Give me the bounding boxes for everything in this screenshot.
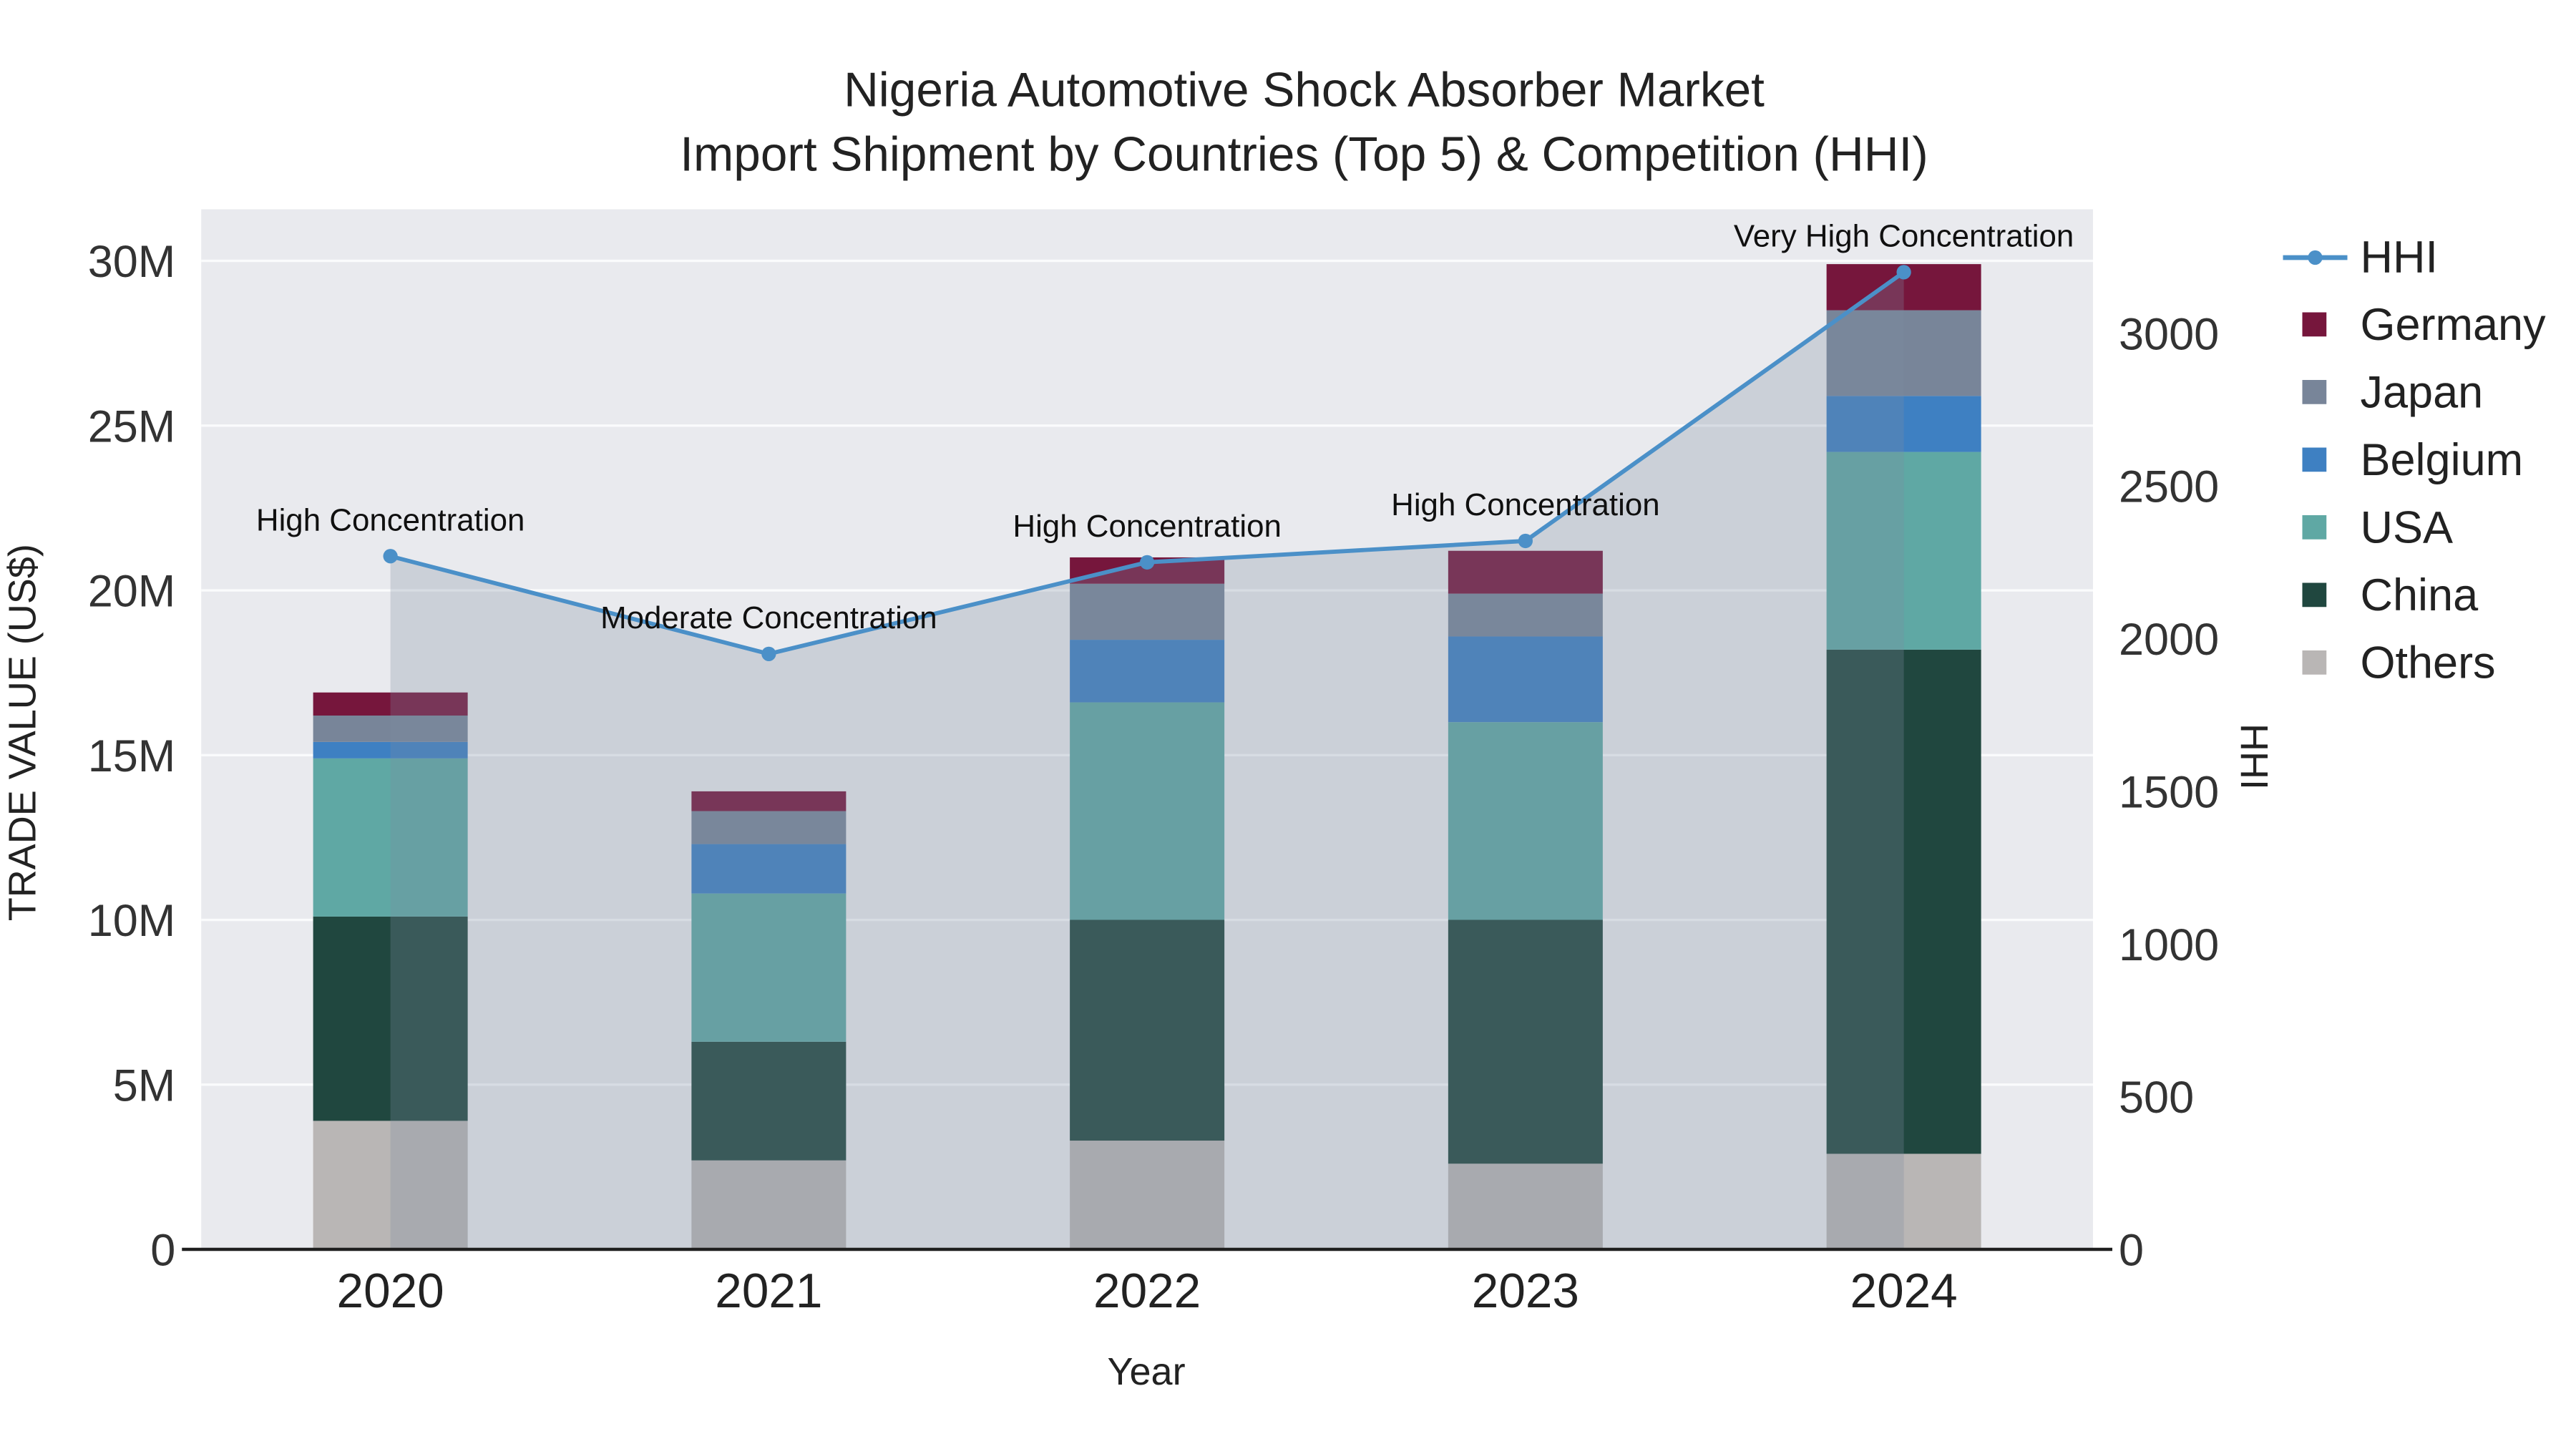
legend-item-belgium[interactable]: Belgium <box>2302 435 2524 485</box>
left-tick-20M: 20M <box>88 567 176 617</box>
annotation-2020: High Concentration <box>256 502 525 537</box>
bar-segment-belgium-2024[interactable] <box>1826 396 1981 452</box>
x-tick-2022: 2022 <box>1093 1264 1201 1318</box>
chart-title-line1: Nigeria Automotive Shock Absorber Market <box>844 64 1765 117</box>
bar-segment-usa-2020[interactable] <box>313 758 468 917</box>
legend-item-others[interactable]: Others <box>2302 638 2496 688</box>
others-swatch <box>2302 650 2327 675</box>
bar-segment-japan-2022[interactable] <box>1070 583 1225 640</box>
right-tick-1500: 1500 <box>2119 767 2219 817</box>
germany-swatch <box>2302 312 2327 337</box>
bar-segment-japan-2023[interactable] <box>1448 593 1603 637</box>
x-tick-2021: 2021 <box>715 1264 822 1318</box>
hhi-area-fill <box>390 272 1904 1249</box>
x-tick-2024: 2024 <box>1850 1264 1958 1318</box>
belgium-swatch <box>2302 447 2327 472</box>
legend-label-usa: USA <box>2361 502 2454 552</box>
bar-segment-belgium-2023[interactable] <box>1448 636 1603 723</box>
hhi-marker-2023[interactable] <box>1518 533 1533 549</box>
annotation-2021: Moderate Concentration <box>600 600 937 635</box>
bar-segment-japan-2020[interactable] <box>313 715 468 742</box>
bar-segment-china-2024[interactable] <box>1826 649 1981 1154</box>
legend-item-china[interactable]: China <box>2302 570 2479 620</box>
legend-item-germany[interactable]: Germany <box>2302 300 2547 350</box>
annotation-2023: High Concentration <box>1391 487 1659 522</box>
x-axis-title: Year <box>1107 1350 1185 1393</box>
y-axis-title-left: TRADE VALUE (US$) <box>1 544 44 921</box>
left-tick-30M: 30M <box>88 237 176 287</box>
bar-segment-china-2022[interactable] <box>1070 919 1225 1141</box>
legend-label-germany: Germany <box>2361 300 2547 350</box>
bar-segment-japan-2021[interactable] <box>691 811 847 844</box>
bar-segment-belgium-2022[interactable] <box>1070 640 1225 703</box>
bar-segment-germany-2021[interactable] <box>691 791 847 811</box>
legend-item-hhi[interactable]: HHI <box>2283 232 2439 282</box>
bar-segment-china-2020[interactable] <box>313 916 468 1121</box>
legend-item-japan[interactable]: Japan <box>2302 367 2484 417</box>
left-tick-10M: 10M <box>88 896 176 946</box>
x-tick-2020: 2020 <box>337 1264 444 1318</box>
japan-swatch <box>2302 380 2327 404</box>
hhi-marker-glyph <box>2308 250 2323 265</box>
legend: HHI Germany Japan Belgium USA China <box>2283 232 2547 688</box>
bar-segment-china-2023[interactable] <box>1448 919 1603 1164</box>
bar-segment-usa-2024[interactable] <box>1826 452 1981 650</box>
china-swatch <box>2302 582 2327 608</box>
bar-segment-belgium-2021[interactable] <box>691 844 847 894</box>
left-tick-0: 0 <box>150 1226 175 1276</box>
bar-segment-usa-2022[interactable] <box>1070 702 1225 920</box>
plot-area: High Concentration Moderate Concentration… <box>88 209 2219 1318</box>
right-tick-2000: 2000 <box>2119 615 2219 665</box>
bar-segment-others-2023[interactable] <box>1448 1163 1603 1249</box>
usa-swatch <box>2302 515 2327 540</box>
bar-segment-germany-2023[interactable] <box>1448 550 1603 594</box>
x-tick-2023: 2023 <box>1472 1264 1579 1318</box>
annotation-2022: High Concentration <box>1013 509 1281 544</box>
hhi-marker-2021[interactable] <box>761 646 776 661</box>
legend-item-usa[interactable]: USA <box>2302 502 2454 552</box>
right-tick-1000: 1000 <box>2119 920 2219 970</box>
bar-segment-others-2022[interactable] <box>1070 1141 1225 1249</box>
bar-segment-germany-2020[interactable] <box>313 692 468 716</box>
bar-segment-usa-2023[interactable] <box>1448 722 1603 920</box>
hhi-marker-2022[interactable] <box>1140 555 1155 570</box>
bar-segment-japan-2024[interactable] <box>1826 310 1981 396</box>
bar-segment-others-2020[interactable] <box>313 1121 468 1249</box>
bar-segment-others-2021[interactable] <box>691 1160 847 1249</box>
y-axis-title-right: HHI <box>2233 723 2275 790</box>
legend-label-belgium: Belgium <box>2361 435 2524 485</box>
bar-segment-usa-2021[interactable] <box>691 893 847 1042</box>
right-tick-0: 0 <box>2119 1226 2144 1276</box>
bar-segment-china-2021[interactable] <box>691 1041 847 1161</box>
hhi-marker-2024[interactable] <box>1896 265 1911 280</box>
legend-label-china: China <box>2361 570 2479 620</box>
hhi-marker-2020[interactable] <box>383 549 398 564</box>
legend-label-others: Others <box>2361 638 2496 688</box>
chart-title-line2: Import Shipment by Countries (Top 5) & C… <box>680 128 1928 182</box>
bar-segment-others-2024[interactable] <box>1826 1153 1981 1249</box>
right-tick-500: 500 <box>2119 1073 2194 1123</box>
left-tick-5M: 5M <box>113 1060 176 1111</box>
legend-label-japan: Japan <box>2361 367 2484 417</box>
legend-label-hhi: HHI <box>2361 232 2439 282</box>
left-tick-25M: 25M <box>88 401 176 452</box>
right-tick-3000: 3000 <box>2119 309 2219 359</box>
right-tick-2500: 2500 <box>2119 462 2219 512</box>
left-tick-15M: 15M <box>88 731 176 781</box>
annotation-2024: Very High Concentration <box>1734 218 2074 253</box>
bar-segment-belgium-2020[interactable] <box>313 741 468 758</box>
